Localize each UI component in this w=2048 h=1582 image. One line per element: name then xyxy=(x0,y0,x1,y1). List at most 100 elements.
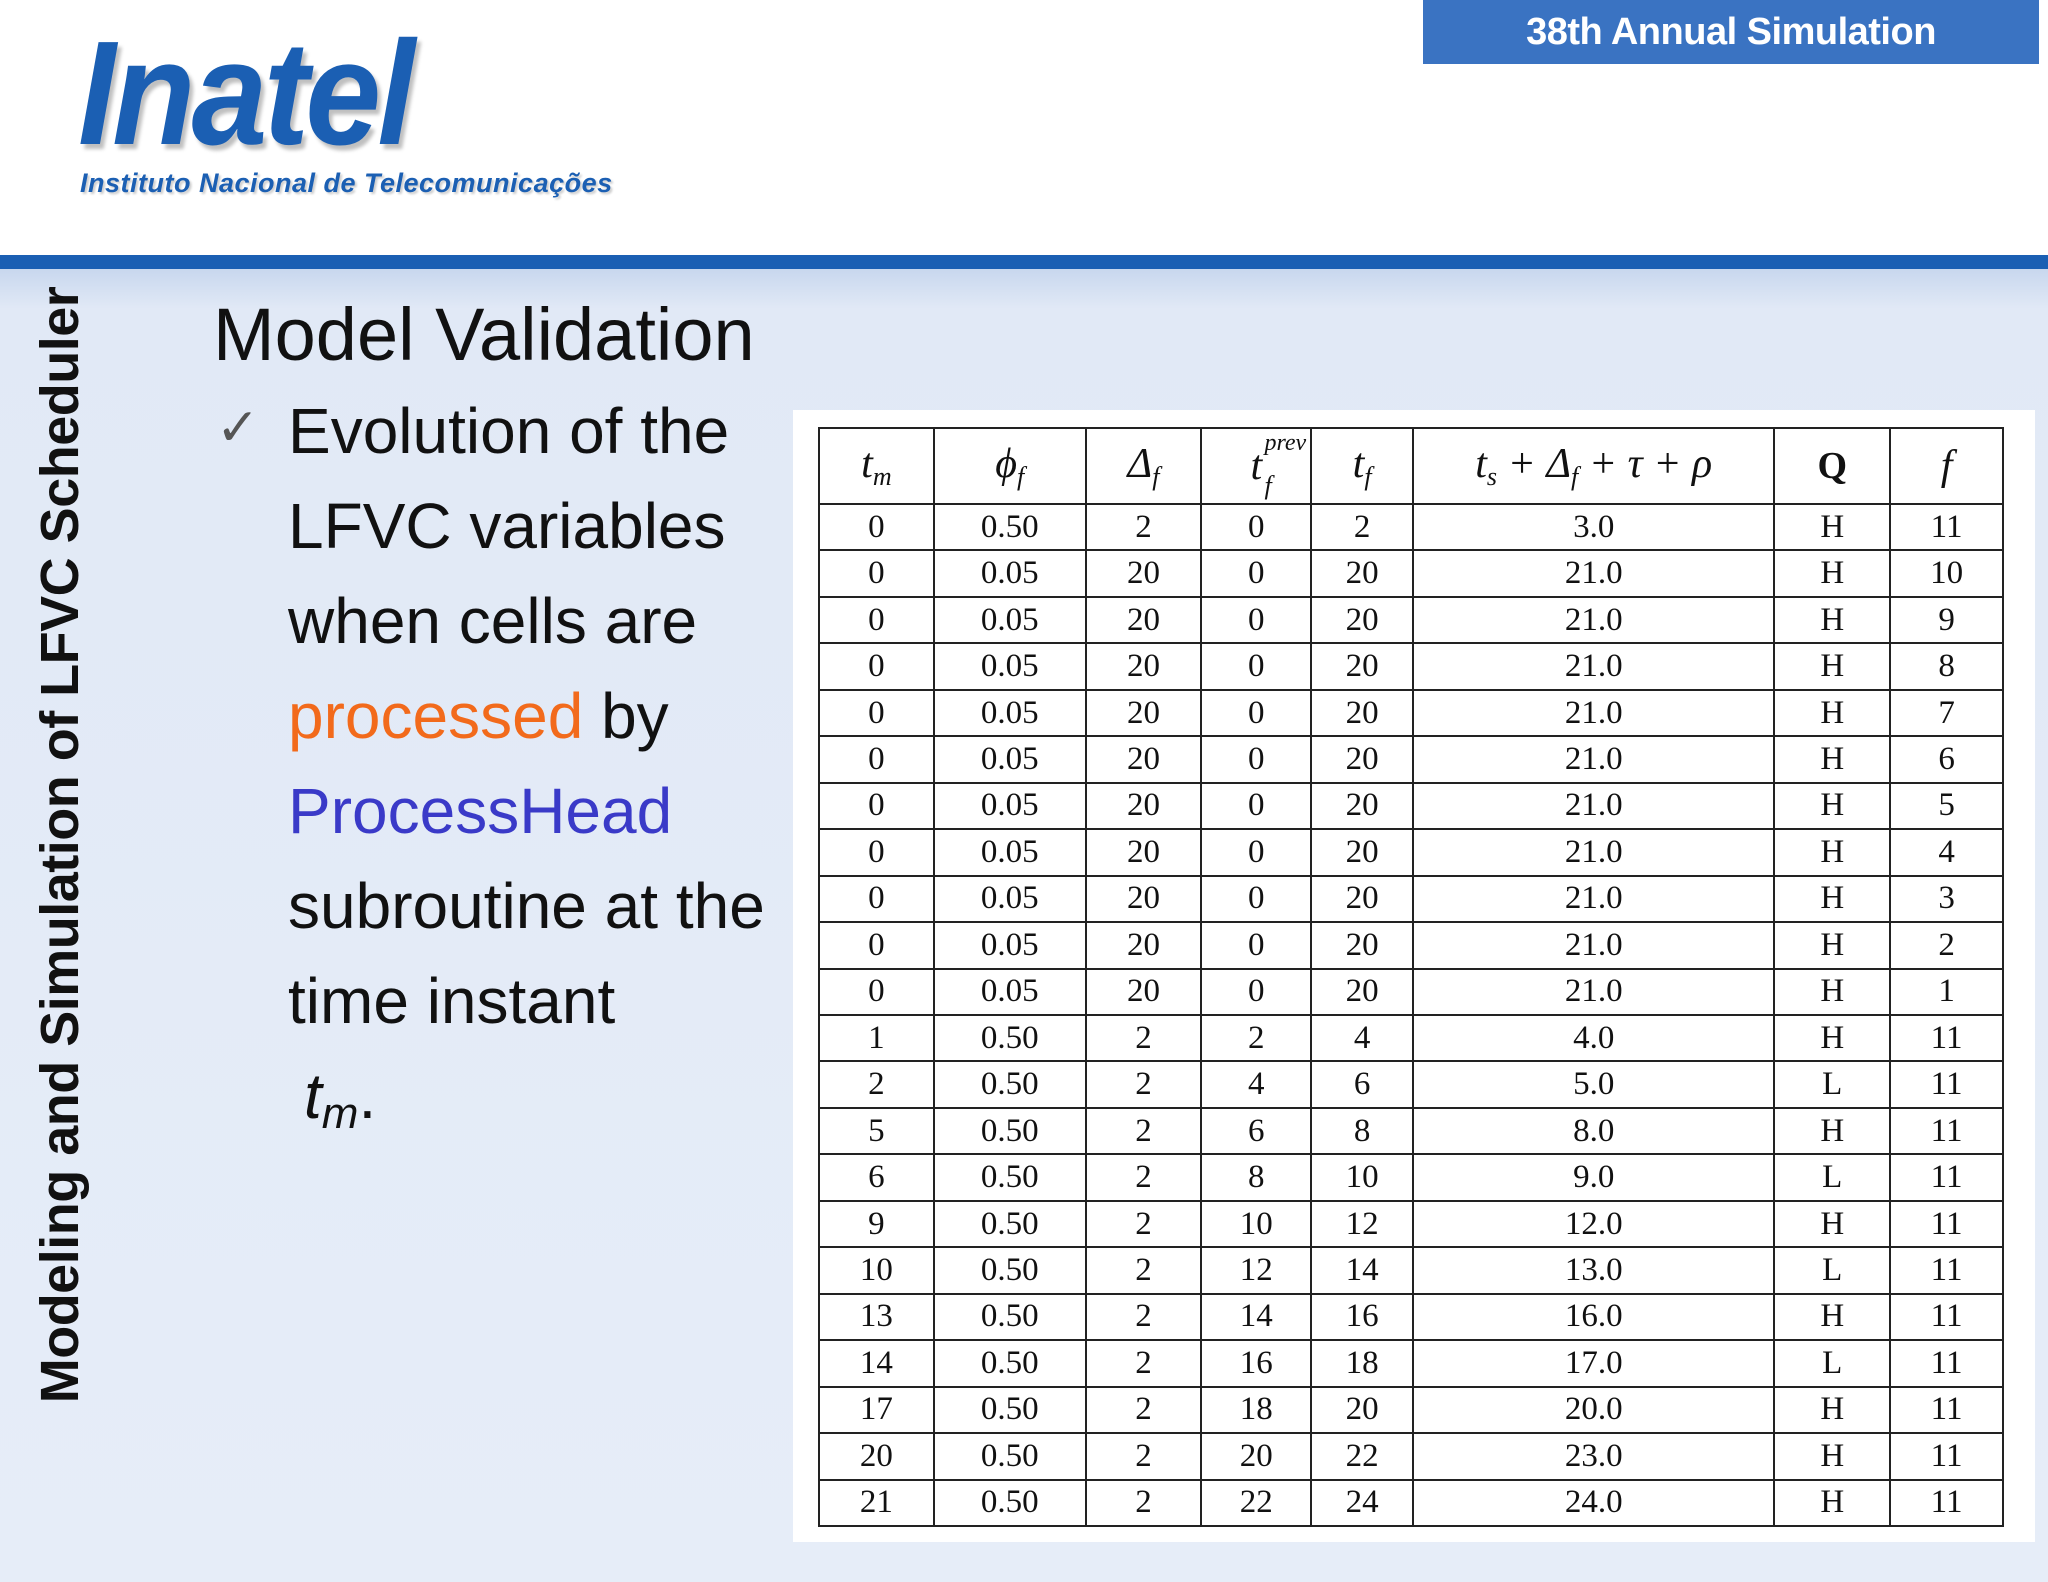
cell-tf-prev: 2 xyxy=(1200,1013,1313,1063)
cell-f: 11 xyxy=(1889,1246,2004,1295)
cell-expression: 12.0 xyxy=(1412,1199,1776,1249)
cell-expression: 21.0 xyxy=(1412,874,1776,924)
cell-phi: 0.50 xyxy=(932,1246,1087,1295)
cell-delta: 2 xyxy=(1084,1339,1203,1388)
cell-tf-prev: 0 xyxy=(1200,828,1313,877)
cell-tf: 20 xyxy=(1310,828,1415,877)
table-row: 17 0.50 2 18 20 20.0 H 11 xyxy=(818,1385,2004,1435)
cell-tm: 0 xyxy=(818,874,935,924)
table-row: 0 0.05 20 0 20 21.0 H 4 xyxy=(818,828,2004,877)
cell-delta: 20 xyxy=(1084,549,1203,598)
table-row: 6 0.50 2 8 10 9.0 L 11 xyxy=(818,1153,2004,1202)
cell-f: 11 xyxy=(1889,1432,2004,1481)
header-phi: ϕf xyxy=(932,427,1087,505)
cell-q: L xyxy=(1773,1339,1892,1388)
cell-expression: 21.0 xyxy=(1412,642,1776,691)
cell-phi: 0.50 xyxy=(932,1385,1087,1435)
cell-tf: 6 xyxy=(1310,1060,1415,1109)
cell-tf: 4 xyxy=(1310,1013,1415,1063)
cell-f: 1 xyxy=(1889,967,2004,1016)
header-f: f xyxy=(1889,427,2004,505)
cell-expression: 21.0 xyxy=(1412,595,1776,645)
cell-tf-prev: 0 xyxy=(1200,735,1313,784)
cell-q: H xyxy=(1773,1013,1892,1063)
table-row: 0 0.05 20 0 20 21.0 H 1 xyxy=(818,967,2004,1016)
cell-expression: 5.0 xyxy=(1412,1060,1776,1109)
cell-expression: 24.0 xyxy=(1412,1478,1776,1528)
sidebar-title-text: Modeling and Simulation of LFVC Schedule… xyxy=(30,286,90,1404)
cell-tf-prev: 0 xyxy=(1200,921,1313,970)
cell-f: 5 xyxy=(1889,781,2004,831)
cell-f: 11 xyxy=(1889,1153,2004,1202)
cell-tm: 1 xyxy=(818,1013,935,1063)
highlight-processhead: ProcessHead xyxy=(288,775,673,847)
cell-tf-prev: 12 xyxy=(1200,1246,1313,1295)
cell-tf-prev: 20 xyxy=(1200,1432,1313,1481)
cell-expression: 9.0 xyxy=(1412,1153,1776,1202)
header-tf: tf xyxy=(1310,427,1415,505)
cell-delta: 2 xyxy=(1084,502,1203,552)
cell-tf: 20 xyxy=(1310,735,1415,784)
cell-f: 10 xyxy=(1889,549,2004,598)
cell-phi: 0.50 xyxy=(932,1106,1087,1156)
cell-q: L xyxy=(1773,1060,1892,1109)
cell-expression: 21.0 xyxy=(1412,688,1776,738)
cell-delta: 2 xyxy=(1084,1013,1203,1063)
cell-tm: 0 xyxy=(818,828,935,877)
cell-q: H xyxy=(1773,1106,1892,1156)
cell-q: H xyxy=(1773,1478,1892,1528)
cell-delta: 20 xyxy=(1084,781,1203,831)
table-row: 20 0.50 2 20 22 23.0 H 11 xyxy=(818,1432,2004,1481)
bullet-text: Evolution of the LFVC variables when cel… xyxy=(288,384,768,1161)
cell-expression: 13.0 xyxy=(1412,1246,1776,1295)
cell-tf: 20 xyxy=(1310,1385,1415,1435)
cell-tf: 8 xyxy=(1310,1106,1415,1156)
cell-tf-prev: 4 xyxy=(1200,1060,1313,1109)
cell-tm: 0 xyxy=(818,735,935,784)
cell-tf: 20 xyxy=(1310,874,1415,924)
cell-tf-prev: 16 xyxy=(1200,1339,1313,1388)
cell-tm: 2 xyxy=(818,1060,935,1109)
cell-f: 11 xyxy=(1889,1060,2004,1109)
cell-tf: 20 xyxy=(1310,642,1415,691)
cell-phi: 0.50 xyxy=(932,1432,1087,1481)
cell-delta: 2 xyxy=(1084,1432,1203,1481)
cell-f: 4 xyxy=(1889,828,2004,877)
cell-tf: 20 xyxy=(1310,549,1415,598)
cell-q: H xyxy=(1773,1385,1892,1435)
cell-f: 11 xyxy=(1889,1106,2004,1156)
table-row: 0 0.05 20 0 20 21.0 H 10 xyxy=(818,549,2004,598)
cell-q: H xyxy=(1773,828,1892,877)
cell-q: H xyxy=(1773,735,1892,784)
cell-tf-prev: 6 xyxy=(1200,1106,1313,1156)
cell-q: H xyxy=(1773,1199,1892,1249)
cell-q: L xyxy=(1773,1246,1892,1295)
cell-q: H xyxy=(1773,502,1892,552)
cell-f: 11 xyxy=(1889,1478,2004,1528)
cell-tm: 0 xyxy=(818,688,935,738)
bullet-text-part-1: Evolution of the LFVC variables when cel… xyxy=(288,395,730,657)
header-tf-prev: t prev f xyxy=(1200,427,1313,505)
cell-delta: 2 xyxy=(1084,1060,1203,1109)
cell-expression: 21.0 xyxy=(1412,921,1776,970)
cell-f: 11 xyxy=(1889,502,2004,552)
cell-delta: 2 xyxy=(1084,1478,1203,1528)
cell-delta: 2 xyxy=(1084,1199,1203,1249)
sidebar-title: Modeling and Simulation of LFVC Schedule… xyxy=(30,287,90,1404)
cell-delta: 2 xyxy=(1084,1153,1203,1202)
table-row: 2 0.50 2 4 6 5.0 L 11 xyxy=(818,1060,2004,1109)
cell-tm: 17 xyxy=(818,1385,935,1435)
cell-expression: 4.0 xyxy=(1412,1013,1776,1063)
cell-delta: 20 xyxy=(1084,921,1203,970)
cell-phi: 0.05 xyxy=(932,828,1087,877)
cell-delta: 20 xyxy=(1084,642,1203,691)
table-body: 0 0.50 2 0 2 3.0 H 11 0 0.05 20 0 20 21.0 H 10 0 0.05 20 0 2… xyxy=(818,502,2004,1528)
cell-tf: 12 xyxy=(1310,1199,1415,1249)
checkmark-icon: ✓ xyxy=(216,398,260,458)
table-row: 0 0.05 20 0 20 21.0 H 2 xyxy=(818,921,2004,970)
cell-tf: 20 xyxy=(1310,595,1415,645)
cell-expression: 21.0 xyxy=(1412,967,1776,1016)
cell-f: 8 xyxy=(1889,642,2004,691)
cell-tf: 20 xyxy=(1310,967,1415,1016)
cell-tf: 20 xyxy=(1310,781,1415,831)
